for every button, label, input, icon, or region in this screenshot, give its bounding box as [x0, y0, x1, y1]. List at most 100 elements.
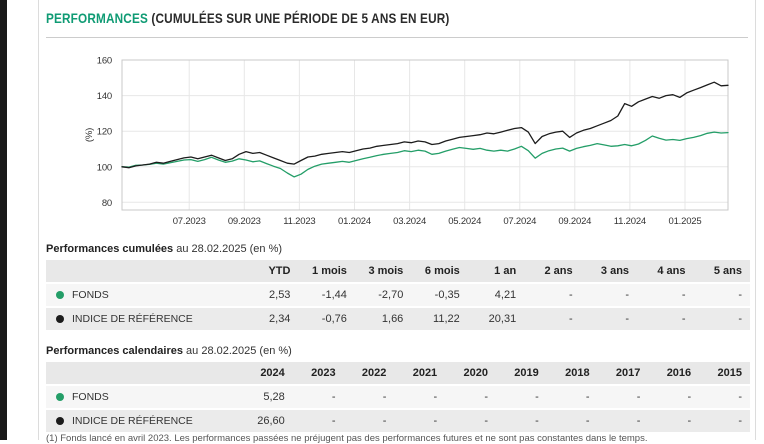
svg-text:11.2024: 11.2024 [614, 216, 646, 227]
column-header: 2019 [495, 362, 547, 384]
svg-text:03.2024: 03.2024 [393, 216, 426, 227]
row-label: INDICE DE RÉFÉRENCE [46, 410, 242, 432]
value-cell: 20,31 [467, 308, 525, 330]
value-cell: - [546, 386, 598, 408]
svg-text:05.2024: 05.2024 [448, 216, 481, 227]
svg-text:01.2025: 01.2025 [669, 216, 702, 227]
column-header: 4 ans [637, 260, 694, 282]
value-cell: - [495, 386, 547, 408]
heading-highlight: PERFORMANCES [46, 10, 148, 26]
table-row: FONDS 5,28- - - - - - - - - [46, 386, 750, 408]
heading-divider [46, 37, 748, 38]
column-header: 2020 [445, 362, 496, 384]
value-cell: - [699, 410, 750, 432]
value-cell: -0,76 [298, 308, 355, 330]
value-cell: - [648, 410, 700, 432]
svg-text:120: 120 [97, 127, 112, 138]
chart-canvas: 160 140 120 100 80 07.2023 09.2023 11.2023 01.20… [84, 56, 729, 227]
value-cell: - [445, 410, 496, 432]
column-header: 3 mois [354, 260, 412, 282]
calendar-title-date: au 28.02.2025 (en %) [186, 345, 292, 357]
footnote: (1) Fonds lancé en avril 2023. Les perfo… [46, 433, 648, 444]
page-border-right [755, 0, 756, 440]
heading-subtitle: (CUMULÉES SUR UNE PÉRIODE DE 5 ANS EN EU… [151, 10, 450, 26]
legend-column-header [46, 362, 242, 384]
value-cell: - [693, 284, 750, 306]
column-header: 3 ans [580, 260, 638, 282]
svg-text:07.2024: 07.2024 [503, 216, 536, 227]
svg-text:01.2024: 01.2024 [338, 216, 371, 227]
series-dot-icon [56, 393, 64, 401]
calendar-title-bold: Performances calendaires [46, 345, 183, 357]
svg-text:160: 160 [97, 56, 112, 67]
value-cell: - [524, 284, 581, 306]
value-cell: 26,60 [242, 410, 293, 432]
column-header: 2 ans [524, 260, 581, 282]
value-cell: -1,44 [298, 284, 355, 306]
svg-text:09.2023: 09.2023 [228, 216, 261, 227]
performances-section-heading: PERFORMANCES (CUMULÉES SUR UNE PÉRIODE D… [46, 10, 449, 26]
svg-text:07.2023: 07.2023 [173, 216, 206, 227]
svg-text:100: 100 [97, 162, 112, 173]
value-cell: -2,70 [354, 284, 412, 306]
value-cell: - [580, 308, 638, 330]
value-cell: 1,66 [354, 308, 412, 330]
column-header: 1 mois [298, 260, 355, 282]
value-cell: - [524, 308, 581, 330]
calendar-table-title: Performances calendaires au 28.02.2025 (… [46, 345, 292, 357]
page-border-left [38, 0, 39, 440]
value-cell: - [699, 386, 750, 408]
value-cell: - [580, 284, 638, 306]
row-label: FONDS [46, 284, 242, 306]
column-header: 2022 [343, 362, 395, 384]
value-cell: 2,53 [242, 284, 299, 306]
value-cell: - [637, 284, 694, 306]
value-cell: - [693, 308, 750, 330]
calendar-performance-table: 2024 2023 2022 2021 2020 2019 2018 2017 2016 2015… [46, 360, 750, 434]
value-cell: -0,35 [411, 284, 468, 306]
value-cell: 4,21 [467, 284, 525, 306]
value-cell: - [637, 308, 694, 330]
value-cell: - [292, 410, 344, 432]
value-cell: 11,22 [411, 308, 468, 330]
value-cell: - [546, 410, 598, 432]
table-row: INDICE DE RÉFÉRENCE 26,60- - - - - - - - - [46, 410, 750, 432]
column-header: 2018 [546, 362, 598, 384]
cumulative-title-bold: Performances cumulées [46, 243, 174, 255]
series-dot-icon [56, 291, 64, 299]
value-cell: - [394, 410, 446, 432]
table-row: FONDS 2,53 -1,44 -2,70 -0,35 4,21- - - - [46, 284, 750, 306]
performance-line-chart: 160 140 120 100 80 07.2023 09.2023 11.2023 01.20… [46, 52, 736, 232]
column-header: 5 ans [693, 260, 750, 282]
value-cell: - [495, 410, 547, 432]
row-label: FONDS [46, 386, 242, 408]
legend-column-header [46, 260, 242, 282]
column-header: 2023 [292, 362, 344, 384]
value-cell: - [394, 386, 446, 408]
svg-text:(%): (%) [84, 128, 95, 142]
value-cell: - [597, 410, 649, 432]
value-cell: - [597, 386, 649, 408]
svg-text:140: 140 [97, 91, 112, 102]
cumulative-title-date: au 28.02.2025 (en %) [176, 243, 283, 255]
page-edge-bar [0, 0, 7, 440]
svg-text:80: 80 [102, 198, 112, 209]
column-header: 2024 [242, 362, 293, 384]
row-label: INDICE DE RÉFÉRENCE [46, 308, 242, 330]
svg-text:09.2024: 09.2024 [558, 216, 591, 227]
cumulative-performance-table: YTD 1 mois 3 mois 6 mois 1 an 2 ans 3 ans 4 ans… [46, 258, 750, 332]
series-dot-icon [56, 417, 64, 425]
value-cell: 5,28 [242, 386, 293, 408]
series-dot-icon [56, 315, 64, 323]
value-cell: - [343, 410, 395, 432]
value-cell: - [292, 386, 344, 408]
column-header: 1 an [467, 260, 525, 282]
value-cell: - [445, 386, 496, 408]
table-row: INDICE DE RÉFÉRENCE 2,34 -0,76 1,66 11,22 20,… [46, 308, 750, 330]
svg-text:11.2023: 11.2023 [283, 216, 315, 227]
column-header: 2021 [394, 362, 446, 384]
column-header: YTD [242, 260, 299, 282]
column-header: 2015 [699, 362, 750, 384]
value-cell: - [648, 386, 700, 408]
value-cell: - [343, 386, 395, 408]
